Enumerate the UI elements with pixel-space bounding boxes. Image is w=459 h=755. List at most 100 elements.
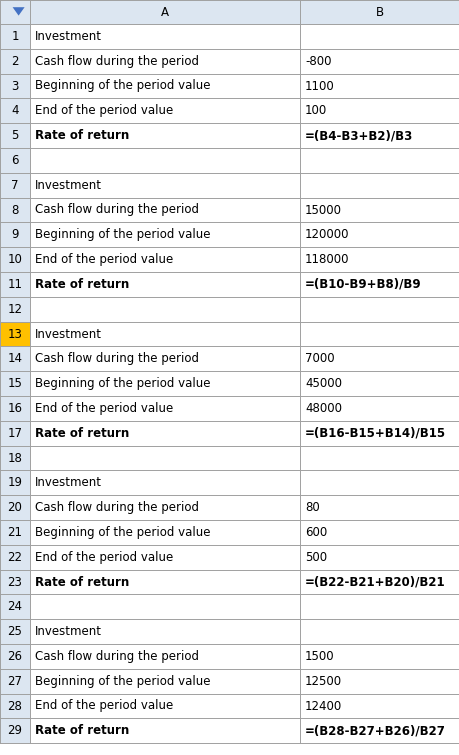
Text: Beginning of the period value: Beginning of the period value [35,228,210,242]
Bar [30,545,299,569]
Bar [30,520,299,545]
Text: Cash flow during the period: Cash flow during the period [35,650,199,663]
Text: End of the period value: End of the period value [35,253,173,266]
Bar [299,421,459,445]
Bar [0,396,30,421]
Bar [299,297,459,322]
Bar [299,347,459,371]
Bar [0,49,30,73]
Text: 6: 6 [11,154,19,167]
Bar [0,98,30,123]
Bar [0,247,30,272]
Text: =(B4-B3+B2)/B3: =(B4-B3+B2)/B3 [304,129,412,142]
Bar [299,520,459,545]
Text: 16: 16 [7,402,22,415]
Bar [0,495,30,520]
Text: 27: 27 [7,675,22,688]
Text: 1500: 1500 [304,650,334,663]
Bar [0,198,30,223]
Bar [30,719,299,743]
Text: 19: 19 [7,476,22,489]
Text: End of the period value: End of the period value [35,104,173,117]
Text: A: A [161,5,168,19]
Bar [30,0,299,24]
Text: Rate of return: Rate of return [35,575,129,588]
Text: Cash flow during the period: Cash flow during the period [35,54,199,68]
Bar [0,421,30,445]
Bar [30,49,299,73]
Bar [30,495,299,520]
Bar [30,594,299,619]
Bar [30,198,299,223]
Bar [30,694,299,719]
Text: 3: 3 [11,79,19,93]
Text: 15: 15 [7,377,22,390]
Text: 4: 4 [11,104,19,117]
Bar [30,322,299,347]
Text: 9: 9 [11,228,19,242]
Text: 17: 17 [7,427,22,439]
Bar [299,694,459,719]
Text: 10: 10 [7,253,22,266]
Bar [0,545,30,569]
Text: Rate of return: Rate of return [35,427,129,439]
Text: =(B28-B27+B26)/B27: =(B28-B27+B26)/B27 [304,724,445,738]
Text: 11: 11 [7,278,22,291]
Bar [299,495,459,520]
Bar [30,148,299,173]
Text: Cash flow during the period: Cash flow during the period [35,353,199,365]
Text: 29: 29 [7,724,22,738]
Text: 13: 13 [7,328,22,341]
Bar [299,0,459,24]
Text: 100: 100 [304,104,326,117]
Text: 7: 7 [11,179,19,192]
Text: 20: 20 [7,501,22,514]
Text: 2: 2 [11,54,19,68]
Bar [30,24,299,49]
Bar [0,669,30,694]
Text: 18: 18 [7,451,22,464]
Text: =(B10-B9+B8)/B9: =(B10-B9+B8)/B9 [304,278,421,291]
Bar [30,347,299,371]
Text: Investment: Investment [35,328,102,341]
Bar [299,619,459,644]
Text: 25: 25 [7,625,22,638]
Text: 1: 1 [11,30,19,43]
Bar [0,694,30,719]
Text: Investment: Investment [35,476,102,489]
Text: 28: 28 [7,699,22,713]
Text: Cash flow during the period: Cash flow during the period [35,501,199,514]
Text: 12: 12 [7,303,22,316]
Bar [299,545,459,569]
Bar [299,247,459,272]
Bar [299,669,459,694]
Bar [299,569,459,594]
Text: B: B [375,5,383,19]
Text: 48000: 48000 [304,402,341,415]
Bar [299,470,459,495]
Bar [0,297,30,322]
Bar [30,173,299,198]
Bar [30,619,299,644]
Bar [299,371,459,396]
Bar [0,520,30,545]
Bar [299,719,459,743]
Text: Rate of return: Rate of return [35,129,129,142]
Text: -800: -800 [304,54,331,68]
Bar [299,173,459,198]
Bar [0,272,30,297]
Bar [299,73,459,98]
Bar [299,272,459,297]
Bar [0,371,30,396]
Text: 118000: 118000 [304,253,349,266]
Bar [30,272,299,297]
Text: End of the period value: End of the period value [35,699,173,713]
Bar [30,297,299,322]
Bar [299,445,459,470]
Text: 12400: 12400 [304,699,341,713]
Bar [0,644,30,669]
Bar [299,49,459,73]
Bar [299,223,459,247]
Bar [30,669,299,694]
Text: 1100: 1100 [304,79,334,93]
